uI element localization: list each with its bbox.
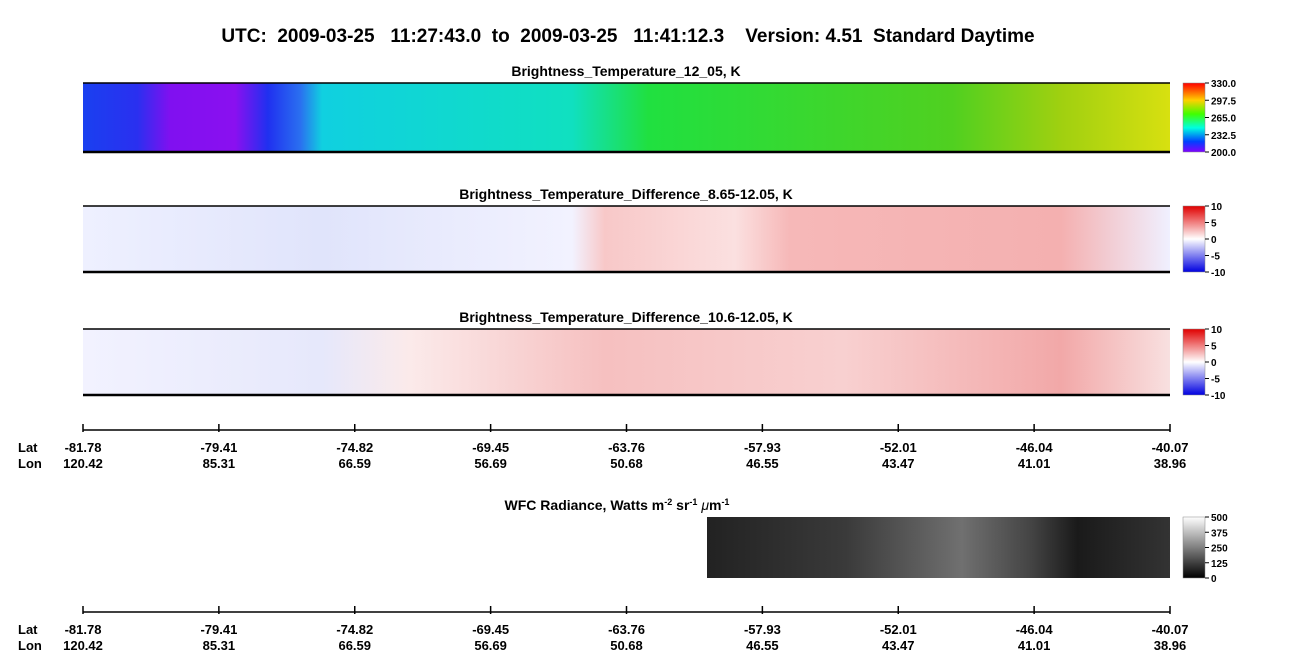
colorbar-label: 375 (1211, 528, 1228, 539)
lat-label: -79.41 (200, 440, 237, 455)
colorbar-label: -5 (1211, 252, 1220, 263)
image-swath (83, 206, 1170, 272)
lon-label: 85.31 (203, 638, 236, 653)
colorbar-label: 125 (1211, 559, 1228, 570)
lon-label: 66.59 (338, 456, 371, 471)
colorbar-label: 0 (1211, 235, 1217, 246)
row-label: Lon (18, 456, 42, 471)
image-swath (83, 83, 1170, 152)
colorbar-label: 500 (1211, 513, 1228, 524)
lon-label: 38.96 (1154, 638, 1187, 653)
colorbar-label: 10 (1211, 325, 1223, 336)
colorbar-label: 297.5 (1211, 96, 1236, 107)
title-part: μ (700, 497, 709, 513)
colorbar-label: 5 (1211, 219, 1217, 230)
lat-label: -57.93 (744, 440, 781, 455)
colorbar (1182, 205, 1206, 273)
lon-label: 46.55 (746, 456, 779, 471)
title-part: sr (672, 497, 690, 513)
panel-title: Brightness_Temperature_Difference_8.65-1… (459, 186, 793, 202)
lon-label: 120.42 (63, 456, 103, 471)
colorbar-label: 0 (1211, 574, 1217, 585)
colorbar-label: -10 (1211, 268, 1226, 279)
row-label: Lat (18, 440, 38, 455)
lat-label: -46.04 (1016, 440, 1054, 455)
lon-label: 41.01 (1018, 456, 1051, 471)
lat-label: -69.45 (472, 440, 509, 455)
lat-label: -46.04 (1016, 622, 1054, 637)
page-title: UTC: 2009-03-25 11:27:43.0 to 2009-03-25… (221, 26, 1034, 47)
lon-label: 50.68 (610, 456, 643, 471)
lat-label: -52.01 (880, 440, 917, 455)
lon-label: 43.47 (882, 638, 915, 653)
panel-title: Brightness_Temperature_12_05, K (511, 63, 740, 79)
lon-label: 43.47 (882, 456, 915, 471)
colorbar (1182, 516, 1206, 579)
lat-label: -63.76 (608, 622, 645, 637)
image-swath (83, 329, 1170, 395)
lon-label: 41.01 (1018, 638, 1051, 653)
title-part: WFC Radiance, Watts m (505, 497, 665, 513)
panel-title: WFC Radiance, Watts m-2 sr-1 μm-1 (505, 497, 730, 513)
colorbar-label: 330.0 (1211, 79, 1236, 90)
lat-label: -69.45 (472, 622, 509, 637)
panel-title: Brightness_Temperature_Difference_10.6-1… (459, 309, 793, 325)
colorbar-label: 250 (1211, 544, 1228, 555)
lat-label: -52.01 (880, 622, 917, 637)
colorbar-label: -5 (1211, 375, 1220, 386)
row-label: Lon (18, 638, 42, 653)
colorbar-label: 5 (1211, 342, 1217, 353)
colorbar (1182, 82, 1206, 153)
title-part: m (709, 497, 721, 513)
colorbar-label: 232.5 (1211, 131, 1236, 142)
colorbar-label: 0 (1211, 358, 1217, 369)
lon-label: 85.31 (203, 456, 236, 471)
colorbar-label: 265.0 (1211, 114, 1236, 125)
lon-label: 120.42 (63, 638, 103, 653)
title-part: -1 (721, 497, 729, 507)
lon-label: 66.59 (338, 638, 371, 653)
lat-label: -74.82 (336, 440, 373, 455)
colorbar-label: 200.0 (1211, 148, 1236, 159)
lon-label: 50.68 (610, 638, 643, 653)
lat-label: -79.41 (200, 622, 237, 637)
lon-label: 56.69 (474, 638, 507, 653)
wfc-image (707, 517, 1170, 578)
lon-label: 56.69 (474, 456, 507, 471)
lat-label: -40.07 (1152, 622, 1189, 637)
lon-label: 38.96 (1154, 456, 1187, 471)
lat-label: -74.82 (336, 622, 373, 637)
colorbar-label: -10 (1211, 391, 1226, 402)
lat-label: -81.78 (65, 622, 102, 637)
lat-label: -81.78 (65, 440, 102, 455)
colorbar-label: 10 (1211, 202, 1223, 213)
lat-label: -57.93 (744, 622, 781, 637)
title-part: -1 (689, 497, 697, 507)
colorbar (1182, 328, 1206, 396)
row-label: Lat (18, 622, 38, 637)
lat-label: -40.07 (1152, 440, 1189, 455)
lat-label: -63.76 (608, 440, 645, 455)
title-part: -2 (664, 497, 672, 507)
lon-label: 46.55 (746, 638, 779, 653)
